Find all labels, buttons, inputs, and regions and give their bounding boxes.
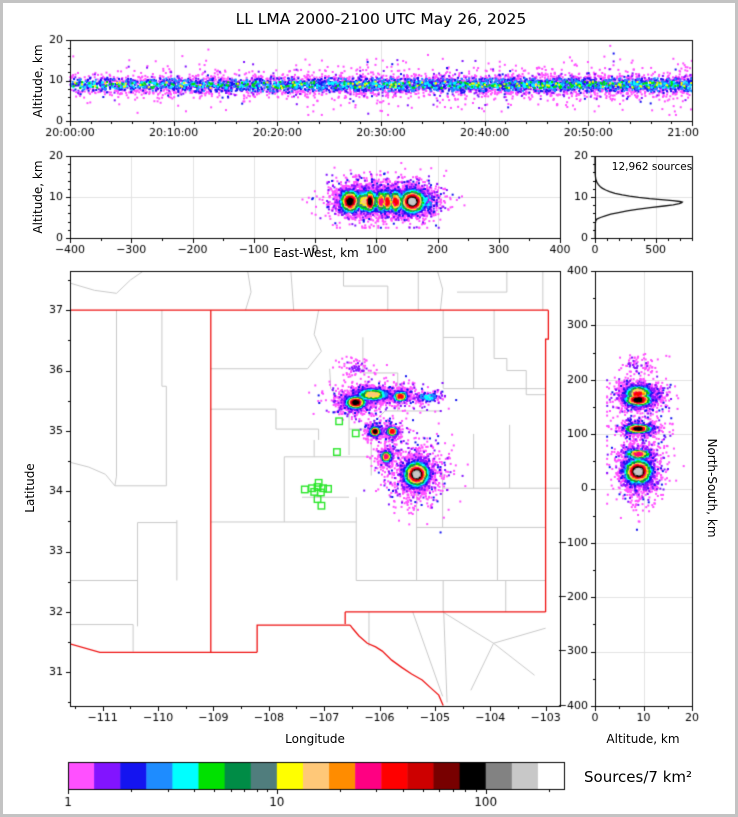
altitude-histogram-panel bbox=[560, 150, 712, 264]
ns-panel-ylabel-right: North-South, km bbox=[705, 438, 719, 538]
north-south-height-panel bbox=[552, 265, 716, 743]
time-panel-ylabel: Altitude, km bbox=[31, 44, 45, 118]
map-xlabel: Longitude bbox=[285, 732, 345, 746]
map-ylabel: Latitude bbox=[23, 463, 37, 513]
ew-panel-xlabel: East-West, km bbox=[273, 246, 359, 260]
ew-panel-ylabel: Altitude, km bbox=[31, 160, 45, 234]
time-height-panel bbox=[16, 32, 700, 150]
ns-panel-xlabel: Altitude, km bbox=[606, 732, 680, 746]
east-west-height-panel bbox=[16, 150, 576, 264]
map-panel bbox=[16, 265, 576, 743]
plot-title: LL LMA 2000-2100 UTC May 26, 2025 bbox=[235, 10, 527, 28]
source-count-annotation: 12,962 sources bbox=[611, 161, 693, 173]
colorbar-label: Sources/7 km² bbox=[584, 768, 693, 786]
colorbar bbox=[60, 756, 620, 814]
